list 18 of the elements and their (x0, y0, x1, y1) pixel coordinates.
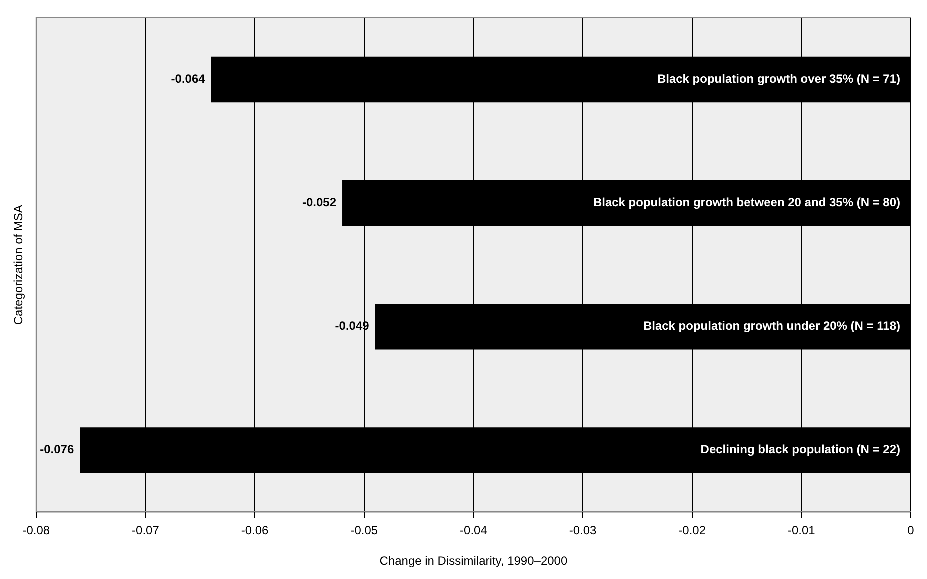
x-tick-label: -0.08 (22, 524, 50, 538)
x-axis-title: Change in Dissimilarity, 1990–2000 (380, 554, 568, 568)
y-axis-title: Categorization of MSA (12, 205, 26, 326)
x-tick-label: -0.03 (569, 524, 598, 538)
x-tick-label: -0.07 (132, 524, 160, 538)
y-tick-label: Black population growth under 20% (N = 118) (643, 319, 900, 334)
y-tick-label: Black population growth over 35% (N = 71) (657, 72, 901, 86)
x-tick-label: 0 (908, 524, 915, 538)
x-tick-label: -0.05 (350, 524, 378, 538)
x-tick-label: -0.06 (241, 524, 270, 538)
y-tick-label: Declining black population (N = 22) (700, 442, 900, 457)
x-tick-label: -0.01 (788, 524, 816, 538)
data-label: -0.064 (171, 72, 206, 86)
y-tick-label: Black population growth between 20 and 35% (N = 80) (593, 196, 900, 210)
x-tick-label: -0.02 (678, 524, 706, 538)
x-tick-label: -0.04 (460, 524, 488, 538)
data-label: -0.076 (40, 442, 74, 457)
data-label: -0.052 (302, 196, 337, 210)
